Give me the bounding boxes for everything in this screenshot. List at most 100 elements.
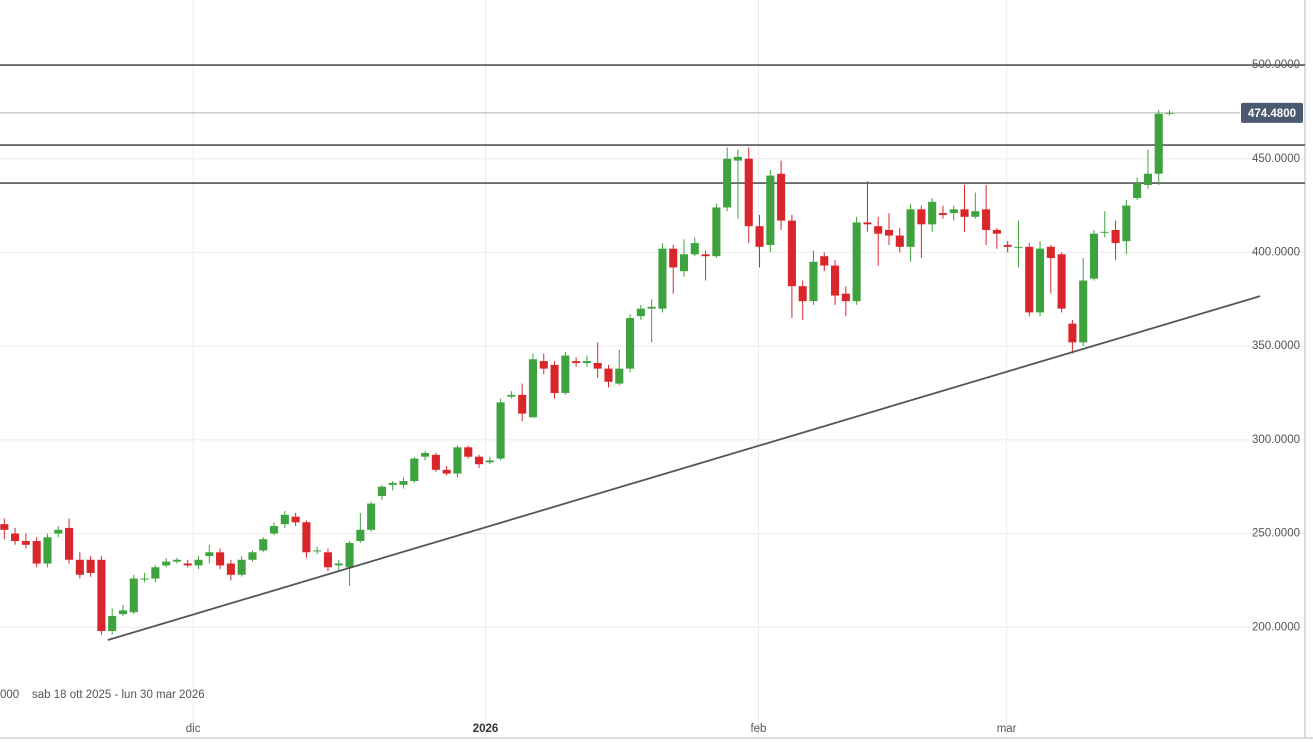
candle-body [1035, 248, 1045, 313]
candle-body [54, 529, 63, 534]
candle-body [992, 229, 1001, 234]
candle-body [982, 209, 991, 230]
candle-body [1068, 323, 1077, 343]
candle-body [269, 526, 279, 534]
candle-body [604, 368, 613, 382]
candle-body [21, 541, 30, 545]
candle-body [582, 361, 591, 364]
candle-body [226, 563, 235, 575]
x-tick-label: 2026 [473, 723, 499, 735]
candle-body [162, 561, 171, 566]
candle-body [1025, 246, 1034, 313]
candle-body [464, 447, 473, 457]
candle-body [615, 368, 624, 384]
candle-body [237, 559, 246, 575]
candle-body [183, 563, 192, 566]
candle-body [1122, 205, 1131, 242]
range-label: sab 18 ott 2025 - lun 30 mar 2026 [32, 689, 205, 701]
candle-body [1003, 244, 1012, 247]
y-tick-label: 400.0000 [1252, 246, 1300, 258]
candle-body [65, 527, 74, 560]
candle-body [205, 552, 214, 557]
candle-body [928, 201, 937, 225]
candle-body [658, 248, 667, 309]
candle-body [388, 482, 397, 485]
candle-body [528, 359, 538, 418]
candle-body [787, 220, 796, 287]
candle-body [539, 361, 548, 369]
candle-body [895, 235, 904, 247]
y-tick-label: 250.0000 [1252, 528, 1300, 540]
candle-body [0, 524, 9, 530]
candle-body [151, 567, 160, 579]
candle-body [626, 318, 635, 369]
candle-body [1100, 231, 1109, 233]
candle-body [474, 456, 484, 465]
candle-body [669, 248, 678, 268]
candle-body [679, 254, 689, 272]
candle-body [367, 503, 376, 530]
candle-body [636, 308, 645, 317]
candle-body [216, 552, 225, 566]
candle-body [550, 364, 559, 393]
candle-body [11, 533, 20, 542]
candle-body [1143, 173, 1152, 185]
candle-body [313, 550, 322, 552]
candle-body [949, 209, 958, 214]
candle-body [172, 559, 181, 562]
candle-body [690, 243, 699, 255]
candle-body [938, 213, 947, 215]
last-price-label: 474.4800 [1248, 108, 1296, 120]
candle-body [399, 481, 408, 485]
y-tick-label: 200.0000 [1252, 621, 1300, 633]
candle-body [1079, 280, 1088, 343]
candle-body [410, 458, 419, 482]
x-tick-label: feb [750, 723, 766, 735]
last-price-badge [1241, 102, 1303, 123]
candle-body [302, 522, 311, 553]
candle-body [1133, 183, 1142, 199]
candle-body [507, 394, 516, 397]
candle-body [809, 261, 818, 302]
candle-body [1057, 254, 1066, 309]
candle-body [1154, 113, 1163, 174]
candle-body [701, 254, 710, 257]
candle-body [377, 486, 386, 497]
candle-body [140, 578, 149, 580]
candle-body [884, 229, 894, 236]
candle-body [43, 537, 52, 564]
candle-body [108, 615, 117, 631]
candle-body [593, 363, 602, 369]
candle-body [733, 156, 743, 161]
candle-body [906, 209, 915, 247]
candle-body [129, 578, 138, 613]
candle-body [766, 175, 775, 245]
candle-body [75, 559, 84, 575]
candle-body [421, 452, 430, 457]
candle-body [323, 552, 333, 568]
candle-body [485, 460, 494, 463]
x-tick-label: dic [186, 723, 201, 735]
x-tick-label: mar [997, 723, 1017, 735]
candle-body [280, 514, 289, 525]
candle-body [852, 222, 861, 302]
trendline [107, 295, 1261, 641]
candle-body [960, 209, 969, 217]
left-fragment: 000 [0, 689, 19, 701]
candle-body [248, 552, 257, 560]
candle-body [345, 542, 354, 568]
candle-body [86, 559, 95, 573]
candle-body [194, 559, 203, 566]
candle-body [723, 158, 732, 208]
candle-body [820, 256, 829, 266]
y-tick-label: 450.0000 [1252, 153, 1300, 165]
candle-body [1046, 246, 1055, 259]
candle-body [874, 226, 883, 234]
candle-body [777, 173, 786, 221]
candle-body [798, 286, 807, 302]
candle-body [572, 361, 581, 364]
candle-body [712, 207, 721, 257]
candle-body [917, 209, 926, 225]
